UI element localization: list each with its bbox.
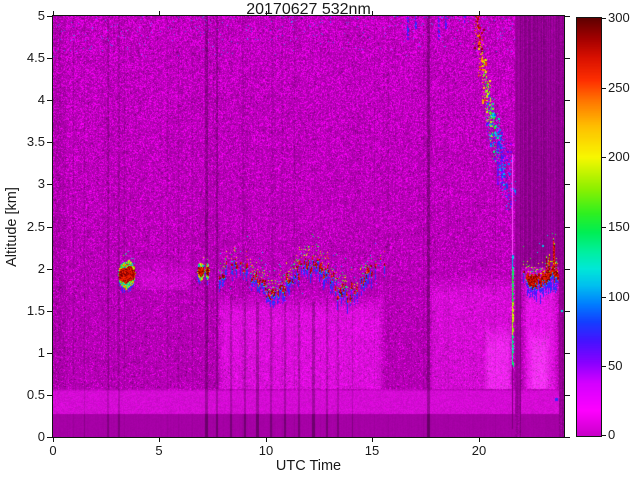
x-tick-top [479, 11, 480, 15]
y-tick [47, 100, 52, 101]
plot-frame [52, 15, 565, 438]
x-tick-top [372, 11, 373, 15]
plot-title: 20170627 532nm [246, 1, 371, 18]
y-tick-right [565, 227, 570, 228]
x-tick-label: 10 [258, 443, 274, 458]
y-tick-label: 2 [37, 261, 45, 276]
y-tick-right [565, 437, 570, 438]
colorbar-tick [602, 297, 606, 298]
colorbar-tick [602, 227, 606, 228]
heatmap-canvas [53, 16, 564, 437]
colorbar-tick [602, 88, 606, 89]
y-tick-right [565, 311, 570, 312]
y-tick-label: 4 [37, 92, 45, 107]
colorbar-tick [602, 157, 606, 158]
y-tick [47, 437, 52, 438]
colorbar-tick [602, 366, 606, 367]
colorbar-tick-label: 50 [608, 358, 623, 373]
y-tick [47, 227, 52, 228]
y-tick-label: 1.5 [26, 303, 45, 318]
y-tick-right [565, 395, 570, 396]
x-tick [53, 438, 54, 442]
x-axis-label: UTC Time [275, 458, 342, 474]
y-tick [47, 395, 52, 396]
y-tick-label: 5 [37, 8, 45, 23]
colorbar-tick [602, 18, 606, 19]
y-tick-right [565, 58, 570, 59]
colorbar-tick [602, 435, 606, 436]
y-tick-label: 0.5 [26, 387, 45, 402]
colorbar-tick-label: 0 [608, 427, 616, 442]
x-tick [159, 438, 160, 442]
colorbar-tick-label: 100 [608, 289, 630, 304]
x-tick-label: 5 [155, 443, 163, 458]
x-tick-top [53, 11, 54, 15]
x-tick [266, 438, 267, 442]
colorbar-tick-label: 150 [608, 219, 630, 234]
y-tick-right [565, 142, 570, 143]
x-tick-top [159, 11, 160, 15]
y-tick-label: 0 [37, 429, 45, 444]
x-tick-label: 0 [49, 443, 57, 458]
y-tick-label: 1 [37, 345, 45, 360]
y-tick-label: 4.5 [26, 50, 45, 65]
y-tick-right [565, 100, 570, 101]
y-tick-right [565, 269, 570, 270]
y-tick-right [565, 16, 570, 17]
x-tick-label: 15 [364, 443, 380, 458]
y-tick-label: 2.5 [26, 219, 45, 234]
y-tick [47, 311, 52, 312]
y-tick [47, 269, 52, 270]
colorbar-canvas [577, 18, 601, 436]
colorbar-tick-label: 250 [608, 80, 630, 95]
y-tick [47, 142, 52, 143]
y-tick-label: 3 [37, 176, 45, 191]
colorbar-frame [576, 17, 602, 437]
x-tick [372, 438, 373, 442]
x-tick-label: 20 [471, 443, 487, 458]
y-tick [47, 16, 52, 17]
y-tick-right [565, 184, 570, 185]
colorbar-tick-label: 300 [608, 10, 630, 25]
x-tick [479, 438, 480, 442]
x-tick-top [266, 11, 267, 15]
y-tick [47, 353, 52, 354]
colorbar-tick-label: 200 [608, 149, 630, 164]
y-tick-right [565, 353, 570, 354]
y-tick [47, 184, 52, 185]
y-tick-label: 3.5 [26, 134, 45, 149]
y-tick [47, 58, 52, 59]
